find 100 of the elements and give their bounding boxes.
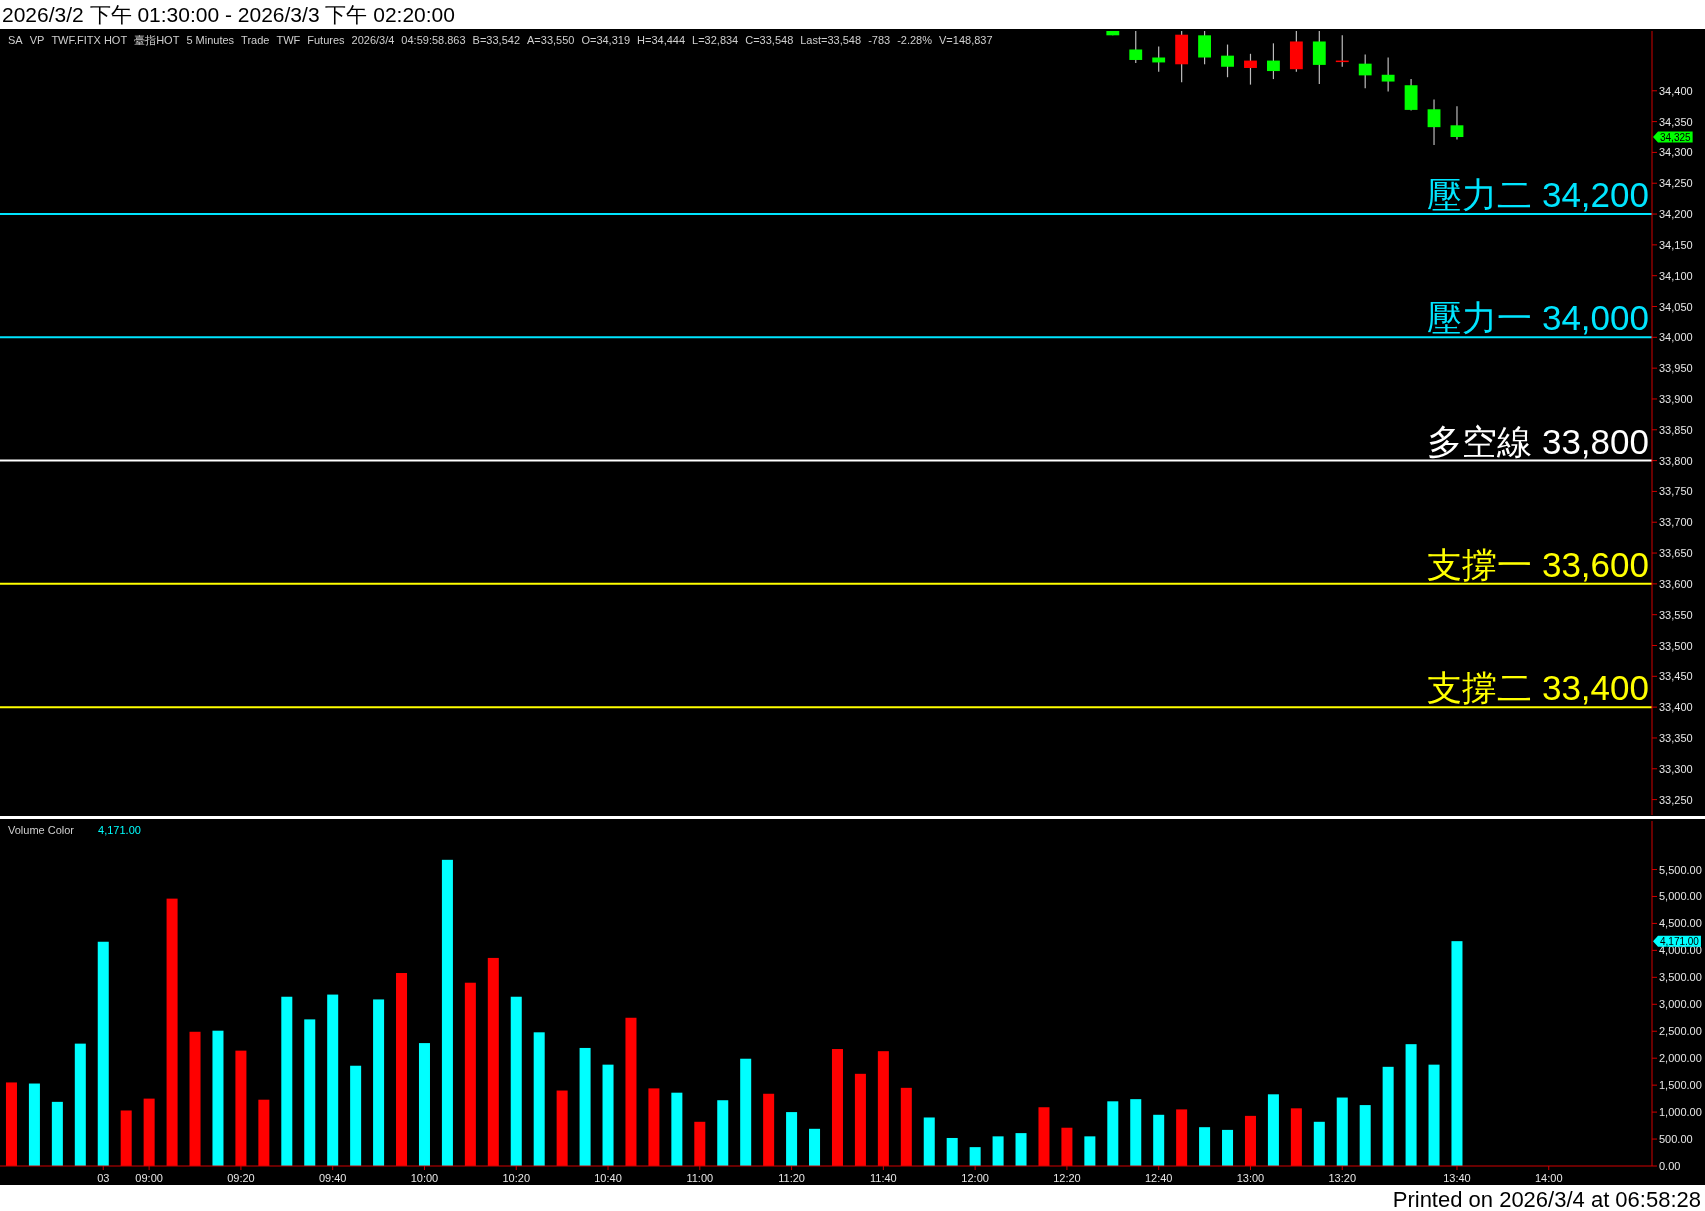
x-tick-label: 14:00 [1534, 1172, 1563, 1184]
bar [1313, 1121, 1325, 1166]
annotation: 4,171.00 [98, 824, 141, 836]
x-tick-label: 12:20 [1053, 1172, 1081, 1184]
text: 4,171.00 [1660, 935, 1700, 947]
annotation: VP [29, 34, 45, 46]
bar [74, 1043, 86, 1166]
x-tick-label: 13:40 [1443, 1172, 1471, 1184]
ref-line-label: 壓力一 34,000 [1427, 298, 1649, 338]
annotation: L=32,834 [692, 34, 739, 46]
annotation: -2.28% [897, 34, 933, 46]
bar [235, 1050, 247, 1166]
ref-line-label: 壓力二 34,200 [1427, 175, 1649, 215]
candlestick [1312, 31, 1326, 85]
bar [304, 1019, 316, 1166]
bar [510, 996, 522, 1166]
bar [694, 1121, 706, 1166]
annotation: 2026/3/4 [351, 34, 395, 46]
annotation: H=34,444 [637, 34, 686, 46]
annotation: TWF.FITX HOT [51, 34, 128, 46]
bar [1130, 1099, 1142, 1166]
y-tick-label: 3,500.00 [1659, 971, 1702, 984]
y-tick-label: 34,400 [1659, 84, 1693, 97]
bar [533, 1032, 545, 1166]
candlestick [1381, 56, 1395, 92]
candlestick [1198, 31, 1212, 65]
candlestick [1129, 31, 1143, 64]
bar [763, 1093, 775, 1166]
y-tick-label: 34,100 [1659, 269, 1693, 282]
candlestick [1244, 53, 1257, 86]
y-tick-label: 3,000.00 [1659, 998, 1702, 1011]
bar [1244, 1115, 1256, 1166]
annotation: 5 Minutes [186, 34, 235, 46]
bar [877, 1051, 889, 1166]
annotation: 04:59:58.863 [401, 34, 466, 46]
y-tick-label: 33,400 [1659, 701, 1693, 714]
y-tick-label: 5,000.00 [1659, 890, 1702, 903]
x-tick-label: 13:00 [1236, 1172, 1265, 1184]
ref-line-label: 支撐二 33,400 [1427, 668, 1649, 708]
x-tick-label: 13:20 [1328, 1172, 1357, 1184]
bar [1038, 1107, 1050, 1166]
bar [946, 1137, 958, 1166]
bar [1084, 1136, 1096, 1166]
x-tick-label: 10:40 [594, 1172, 622, 1184]
bar [1405, 1044, 1417, 1166]
y-tick-label: 33,450 [1659, 670, 1693, 683]
y-tick-label: 4,500.00 [1659, 917, 1702, 930]
y-tick-label: 33,850 [1659, 423, 1693, 436]
bar [1336, 1097, 1348, 1166]
bar [464, 982, 476, 1166]
y-tick-label: 34,150 [1659, 238, 1693, 251]
bar [602, 1064, 614, 1166]
y-tick-label: 34,000 [1659, 331, 1693, 344]
annotation: SA [8, 34, 24, 46]
y-tick-label: 500.00 [1659, 1133, 1693, 1146]
y-tick-label: 34,200 [1659, 208, 1693, 221]
annotation: Volume Color [8, 824, 75, 836]
y-tick-label: 1,500.00 [1659, 1079, 1702, 1092]
chart-title: 2026/3/2 下午 01:30:00 - 2026/3/3 下午 02:20:00 [2, 3, 455, 26]
candlestick [1266, 42, 1280, 80]
y-tick-label: 33,750 [1659, 485, 1693, 498]
annotation: V=148,837 [939, 34, 993, 46]
y-tick-label: 1,000.00 [1659, 1106, 1702, 1119]
bar [327, 994, 339, 1166]
bar [1451, 941, 1463, 1166]
y-tick-label: 34,050 [1659, 300, 1693, 313]
y-tick-label: 33,800 [1659, 454, 1693, 467]
bar [396, 973, 408, 1166]
bar [1061, 1127, 1073, 1166]
annotation: O=34,319 [581, 34, 631, 46]
bar [900, 1087, 912, 1166]
annotation: TWF [276, 34, 301, 46]
y-tick-label: 33,350 [1659, 731, 1693, 744]
annotation: B=33,542 [472, 34, 520, 46]
bar [671, 1092, 683, 1166]
bar [212, 1030, 224, 1166]
bar [120, 1110, 132, 1166]
bar [625, 1017, 637, 1166]
y-tick-label: 34,250 [1659, 177, 1693, 190]
x-tick-label: 09:40 [318, 1172, 347, 1184]
bar [5, 1082, 17, 1166]
candlestick [1427, 98, 1441, 146]
ref-line-label: 多空線 33,800 [1427, 421, 1649, 461]
y-tick-label: 4,000.00 [1659, 944, 1702, 957]
x-tick-label: 03 [97, 1172, 110, 1184]
bar [487, 957, 499, 1166]
x-tick-label: 12:40 [1144, 1172, 1173, 1184]
bar [717, 1100, 729, 1166]
annotation: 臺指HOT [134, 34, 180, 46]
y-tick-label: 33,650 [1659, 547, 1693, 560]
bar [441, 859, 453, 1166]
y-tick-label: 33,300 [1659, 762, 1693, 775]
y-tick-label: 33,500 [1659, 639, 1693, 652]
x-tick-label: 10:00 [410, 1172, 439, 1184]
bar [1153, 1114, 1165, 1166]
bar [809, 1128, 821, 1166]
bar [143, 1098, 155, 1166]
x-tick-label: 11:40 [870, 1172, 897, 1184]
text: Printed on 2026/3/4 at 06:58:28 [1392, 1187, 1701, 1211]
y-tick-label: 33,700 [1659, 516, 1693, 529]
